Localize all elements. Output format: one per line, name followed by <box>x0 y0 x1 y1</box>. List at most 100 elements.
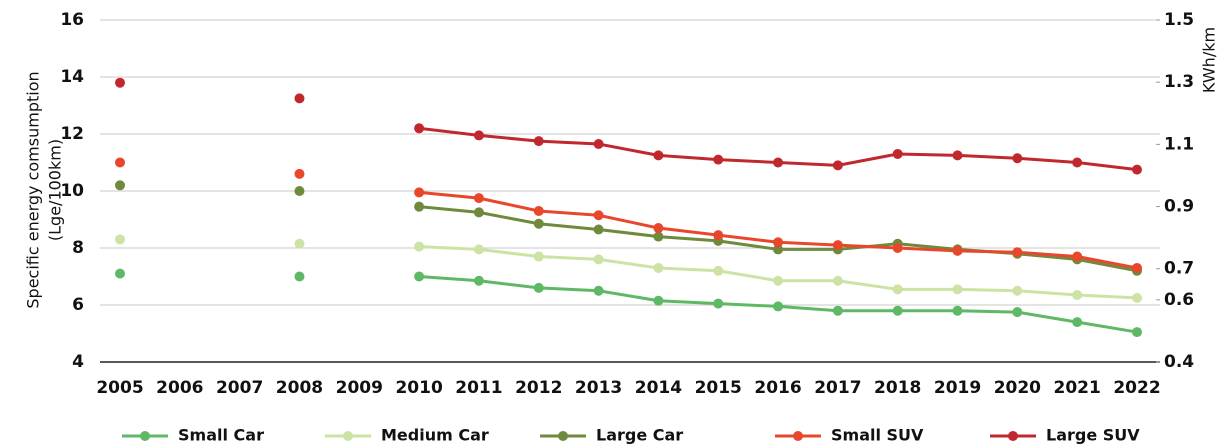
x-tick-label: 2012 <box>515 378 562 398</box>
data-point <box>952 305 963 316</box>
data-point <box>414 201 425 212</box>
data-point <box>533 136 544 147</box>
data-point <box>1012 247 1023 258</box>
legend-marker <box>793 431 803 441</box>
data-point <box>115 157 125 168</box>
x-tick-label: 2022 <box>1113 378 1160 398</box>
data-point <box>115 234 125 245</box>
data-point <box>414 123 425 134</box>
x-tick-label: 2014 <box>635 378 682 398</box>
data-point <box>593 285 604 296</box>
data-point <box>832 305 843 316</box>
data-point <box>294 186 305 196</box>
y2-axis-label: KWh/km <box>1200 27 1219 93</box>
data-point <box>115 180 125 191</box>
data-point <box>533 282 544 293</box>
data-point <box>414 241 425 252</box>
y-tick-label: 16 <box>60 10 84 30</box>
y2-tick-label: 0.6 <box>1164 290 1194 310</box>
data-point <box>1012 153 1023 164</box>
data-point <box>952 150 963 161</box>
y2-tick-label: 0.7 <box>1164 259 1194 279</box>
data-point <box>713 230 724 241</box>
data-point <box>952 245 963 256</box>
data-point <box>473 275 484 286</box>
y-tick-label: 8 <box>72 238 84 258</box>
data-point <box>832 240 843 251</box>
data-point <box>473 244 484 255</box>
data-point <box>533 205 544 216</box>
data-point <box>653 150 664 161</box>
x-tick-label: 2006 <box>156 378 203 398</box>
data-point <box>892 284 903 295</box>
data-point <box>593 210 604 221</box>
x-tick-label: 2020 <box>994 378 1041 398</box>
y-axis-label: Specific energy comsumption <box>24 71 43 308</box>
y-tick-label: 12 <box>60 124 84 144</box>
data-point <box>593 138 604 149</box>
x-tick-label: 2010 <box>395 378 442 398</box>
x-tick-label: 2018 <box>874 378 921 398</box>
data-point <box>593 224 604 235</box>
data-point <box>1132 164 1142 175</box>
data-point <box>773 237 784 248</box>
y2-tick-label: 0.9 <box>1164 197 1194 217</box>
legend-label: Medium Car <box>381 426 489 445</box>
data-point <box>713 265 724 276</box>
data-point <box>892 305 903 316</box>
y-axis-label: (Lge/100km) <box>46 139 65 241</box>
data-point <box>832 160 843 171</box>
data-point <box>294 168 305 179</box>
y2-tick-label: 1.3 <box>1164 72 1194 92</box>
data-point <box>1132 327 1142 338</box>
legend-marker <box>140 431 150 441</box>
data-point <box>653 262 664 273</box>
data-point <box>294 93 305 104</box>
y-tick-label: 10 <box>60 181 84 201</box>
data-point <box>773 244 784 255</box>
x-tick-label: 2021 <box>1054 378 1101 398</box>
data-point <box>1072 157 1083 168</box>
x-tick-label: 2013 <box>575 378 622 398</box>
data-point <box>533 218 544 229</box>
data-point <box>892 243 903 253</box>
data-point <box>473 207 484 218</box>
data-point <box>892 148 903 159</box>
y-tick-label: 4 <box>72 352 84 372</box>
x-tick-label: 2008 <box>276 378 323 398</box>
data-point <box>414 187 425 198</box>
legend-label: Small Car <box>178 426 264 445</box>
data-point <box>773 157 784 168</box>
legend-marker <box>558 431 568 441</box>
data-point <box>115 77 125 88</box>
x-tick-label: 2019 <box>934 378 981 398</box>
data-point <box>1072 317 1083 328</box>
x-tick-label: 2015 <box>695 378 742 398</box>
data-point <box>473 130 484 141</box>
y-tick-label: 6 <box>72 295 84 315</box>
legend-label: Small SUV <box>831 426 924 445</box>
data-point <box>473 193 484 204</box>
y-tick-label: 14 <box>60 67 84 87</box>
y2-tick-label: 0.4 <box>1164 352 1194 372</box>
data-point <box>1012 285 1023 296</box>
data-point <box>294 238 305 249</box>
legend-marker <box>343 431 353 441</box>
legend-marker <box>1008 431 1018 441</box>
data-point <box>1072 290 1083 301</box>
x-tick-label: 2017 <box>814 378 861 398</box>
data-point <box>115 268 125 279</box>
x-tick-label: 2011 <box>455 378 502 398</box>
data-point <box>294 271 305 282</box>
data-point <box>533 251 544 262</box>
y2-tick-label: 1.5 <box>1164 10 1194 30</box>
x-tick-label: 2005 <box>96 378 143 398</box>
data-point <box>1132 262 1142 273</box>
x-tick-label: 2016 <box>754 378 801 398</box>
data-point <box>653 231 664 242</box>
data-point <box>414 271 425 282</box>
x-tick-label: 2009 <box>336 378 383 398</box>
y2-tick-label: 1.1 <box>1164 134 1194 154</box>
data-point <box>952 284 963 295</box>
